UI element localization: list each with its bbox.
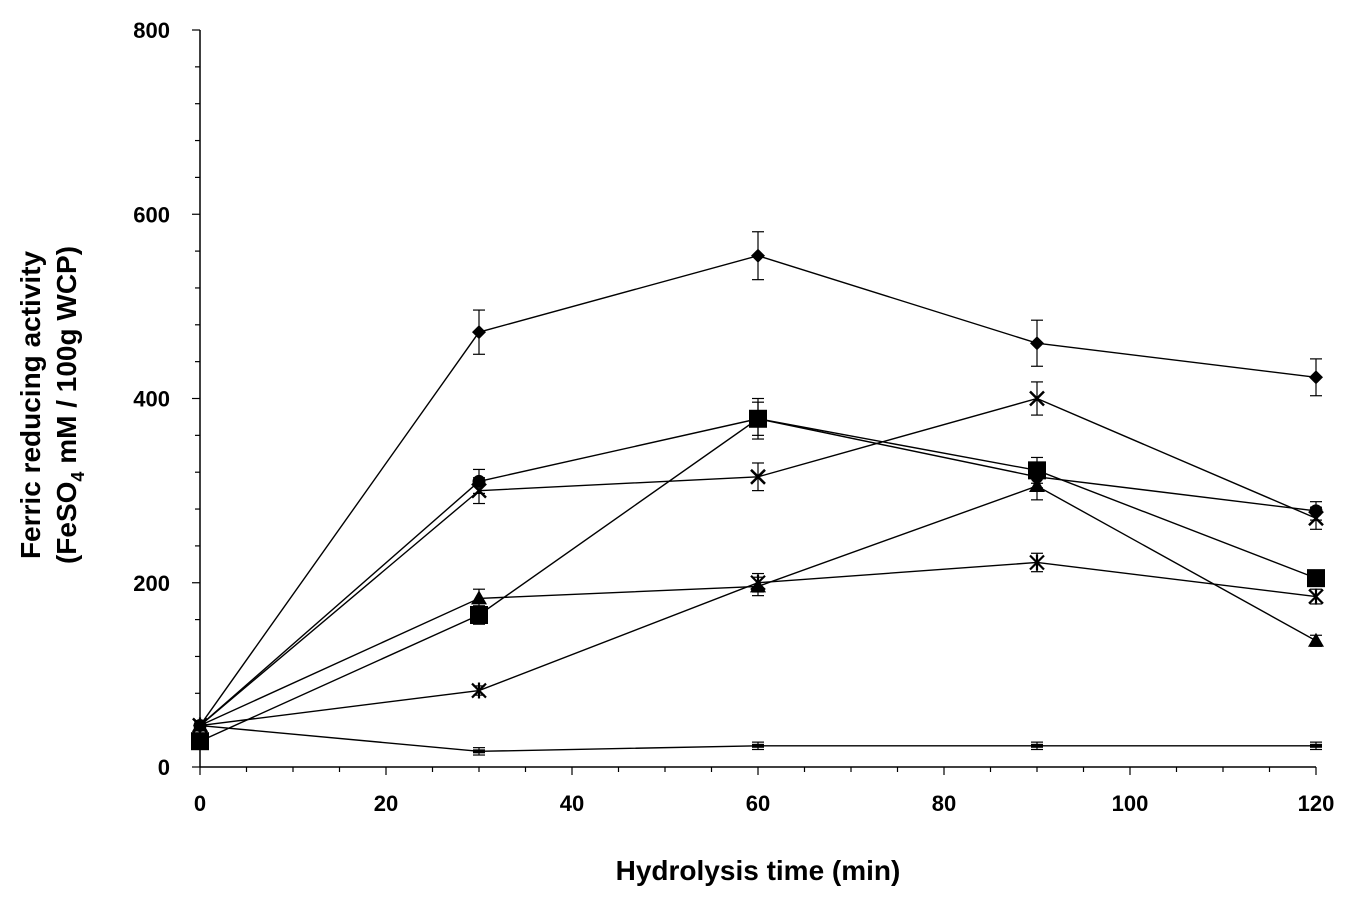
- data-point: [1307, 569, 1325, 588]
- data-point: [1028, 461, 1046, 480]
- data-point: [1030, 336, 1044, 351]
- data-point: [1309, 370, 1323, 385]
- series-line: [199, 397, 1317, 727]
- data-point: [470, 605, 488, 624]
- data-point: [1308, 510, 1324, 527]
- data-point: [471, 590, 487, 605]
- data-point: [471, 482, 487, 499]
- data-point: [1029, 478, 1045, 493]
- y-tick-label: 600: [133, 202, 170, 227]
- series-7: [194, 720, 1322, 756]
- x-tick-label: 20: [374, 791, 398, 816]
- data-point: [1029, 390, 1045, 407]
- axes: 0 200 400 600 800 0 20 40 60 80 100 120: [133, 18, 1334, 816]
- y-tick-label: 200: [133, 571, 170, 596]
- series-layer: [191, 231, 1325, 756]
- series-5: [192, 471, 1324, 732]
- data-point: [1031, 743, 1043, 748]
- y-axis-title-line2: (FeSO4 mM / 100g WCP): [51, 246, 88, 564]
- data-point: [1308, 588, 1324, 605]
- y-axis-title-line1: Ferric reducing activity: [15, 251, 46, 560]
- data-point: [750, 468, 766, 485]
- data-point: [473, 749, 485, 754]
- series-6: [192, 552, 1324, 734]
- x-tick-label: 80: [932, 791, 956, 816]
- y-tick-label: 400: [133, 387, 170, 412]
- series-3: [192, 381, 1324, 734]
- x-tick-label: 40: [560, 791, 584, 816]
- data-point: [191, 732, 209, 751]
- data-point: [1029, 554, 1045, 571]
- x-tick-label: 120: [1298, 791, 1335, 816]
- y-axis-title-post: mM / 100g WCP): [51, 246, 82, 472]
- y-axis-title-sub: 4: [68, 472, 88, 482]
- data-point: [749, 409, 767, 428]
- y-tick-label: 800: [133, 18, 170, 43]
- series-4: [191, 397, 1325, 751]
- data-point: [194, 723, 206, 728]
- series-2: [193, 401, 1323, 733]
- data-point: [752, 743, 764, 748]
- data-point: [750, 574, 766, 591]
- data-point: [472, 325, 486, 340]
- y-axis-title: Ferric reducing activity (FeSO4 mM / 100…: [15, 246, 88, 564]
- x-tick-label: 100: [1112, 791, 1149, 816]
- series-line: [199, 485, 1317, 727]
- x-tick-label: 60: [746, 791, 770, 816]
- x-tick-label: 0: [194, 791, 206, 816]
- data-point: [1310, 743, 1322, 748]
- x-axis-title: Hydrolysis time (min): [616, 855, 901, 886]
- y-axis-title-pre: (FeSO: [51, 482, 82, 564]
- y-tick-label: 0: [158, 755, 170, 780]
- data-point: [751, 248, 765, 263]
- data-point: [471, 682, 487, 699]
- data-point: [1308, 632, 1324, 647]
